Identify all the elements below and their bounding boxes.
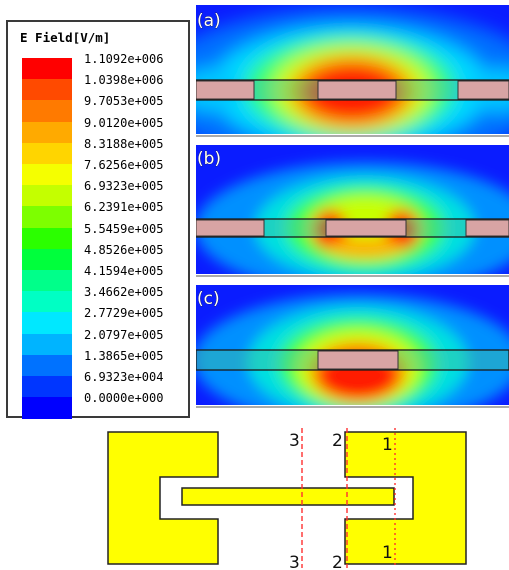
legend-value: 4.1594e+005 [84, 264, 164, 278]
legend-swatch [22, 227, 72, 250]
field-panel-c [196, 285, 509, 413]
cut-label-bottom-2: 2 [332, 553, 343, 570]
cut-label-top-3: 3 [289, 431, 300, 451]
cut-label-top-1: 1 [382, 435, 393, 455]
center-strip [181, 487, 395, 506]
cut-label-top-2: 2 [332, 431, 343, 451]
left-c-resonator [107, 431, 219, 565]
panel-label-a: (a) [197, 11, 221, 31]
legend-swatch [22, 397, 72, 419]
legend-title: E Field[V/m] [20, 30, 111, 45]
cut-label-bottom-1: 1 [382, 543, 393, 563]
legend-value: 9.7053e+005 [84, 94, 164, 109]
legend-value: 5.5459e+005 [84, 221, 164, 236]
legend-swatch [22, 100, 72, 123]
legend-swatch [22, 79, 72, 101]
legend-value: 7.6256e+005 [84, 158, 164, 172]
panel-label-c: (c) [197, 289, 220, 309]
legend-swatch [22, 121, 72, 144]
legend-swatch [22, 142, 72, 165]
legend-swatch [22, 58, 72, 80]
legend-swatch [22, 376, 72, 398]
legend-value: 6.9323e+005 [84, 179, 164, 194]
legend-value: 2.7729e+005 [84, 306, 164, 321]
legend-swatch [22, 248, 72, 271]
legend-swatch [22, 312, 72, 335]
color-legend: E Field[V/m] 1.1092e+006 1.0398e+006 9.705… [6, 20, 190, 419]
legend-value: 1.1092e+006 [84, 52, 164, 66]
legend-value: 8.3188e+005 [84, 136, 164, 151]
legend-swatch [22, 164, 72, 186]
legend-value: 4.8526e+005 [84, 242, 164, 257]
legend-value: 0.0000e+000 [84, 391, 164, 406]
right-c-resonator [344, 431, 467, 565]
legend-value: 6.2391e+005 [84, 200, 164, 215]
legend-swatch [22, 291, 72, 313]
legend-swatch [22, 270, 72, 292]
legend-value: 3.4662e+005 [84, 285, 164, 300]
legend-value: 2.0797e+005 [84, 327, 164, 342]
field-panel-b [196, 145, 509, 282]
legend-value: 1.3865e+005 [84, 348, 164, 363]
cut-label-bottom-3: 3 [289, 553, 300, 570]
legend-value: 6.9323e+004 [84, 370, 164, 384]
legend-swatch [22, 206, 72, 229]
legend-swatch [22, 185, 72, 207]
legend-swatch [22, 354, 72, 377]
field-panel-a [196, 5, 509, 142]
legend-value: 9.0120e+005 [84, 115, 164, 130]
legend-swatch [22, 333, 72, 356]
panel-label-b: (b) [197, 149, 221, 169]
legend-value: 1.0398e+006 [84, 73, 164, 88]
